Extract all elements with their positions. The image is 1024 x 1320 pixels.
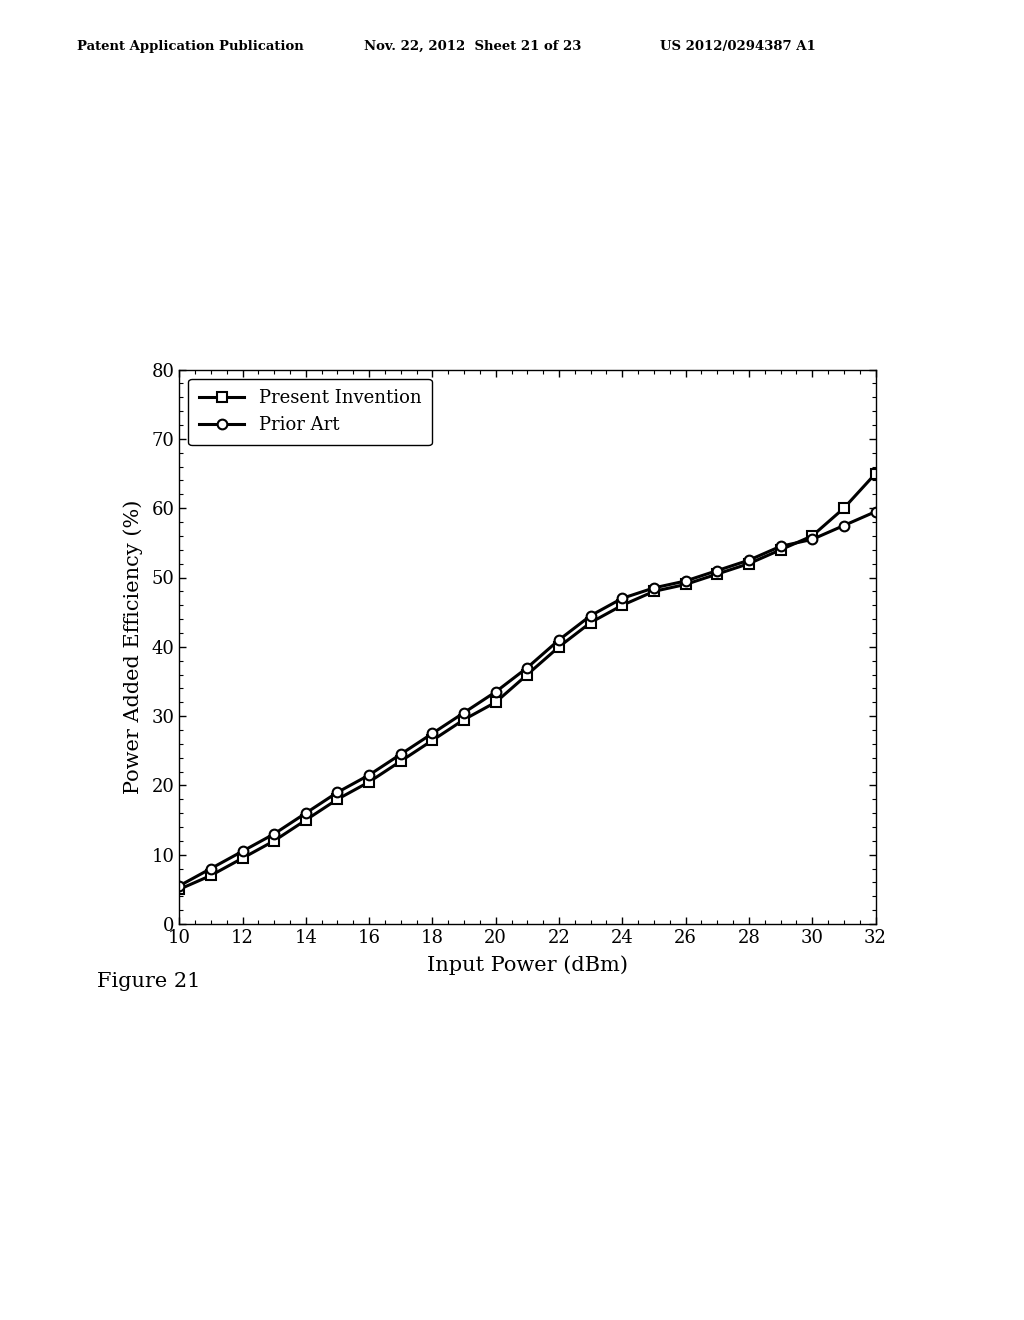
Prior Art bbox=[173, 878, 185, 894]
Prior Art bbox=[426, 726, 438, 742]
Prior Art bbox=[268, 826, 281, 842]
Present Invention bbox=[300, 812, 312, 828]
Prior Art bbox=[237, 843, 249, 859]
Prior Art bbox=[521, 660, 534, 676]
Prior Art bbox=[489, 684, 502, 700]
Prior Art bbox=[332, 784, 344, 800]
Prior Art bbox=[680, 573, 692, 589]
Prior Art bbox=[742, 552, 755, 568]
Present Invention bbox=[553, 639, 565, 655]
Prior Art bbox=[458, 705, 470, 721]
Present Invention bbox=[268, 833, 281, 849]
Present Invention bbox=[426, 733, 438, 748]
Prior Art bbox=[648, 579, 660, 595]
Prior Art bbox=[585, 607, 597, 623]
Present Invention bbox=[394, 754, 407, 770]
Text: Nov. 22, 2012  Sheet 21 of 23: Nov. 22, 2012 Sheet 21 of 23 bbox=[364, 40, 581, 53]
Present Invention bbox=[838, 500, 850, 516]
Prior Art bbox=[205, 861, 217, 876]
Text: Figure 21: Figure 21 bbox=[97, 973, 201, 991]
Prior Art bbox=[616, 590, 629, 606]
Present Invention bbox=[521, 667, 534, 682]
Present Invention bbox=[458, 711, 470, 727]
Prior Art bbox=[774, 539, 786, 554]
Present Invention bbox=[332, 791, 344, 807]
Present Invention bbox=[205, 867, 217, 883]
Prior Art bbox=[362, 767, 375, 783]
Present Invention bbox=[774, 541, 786, 557]
Present Invention bbox=[489, 694, 502, 710]
Present Invention bbox=[680, 577, 692, 593]
Present Invention bbox=[237, 850, 249, 866]
Present Invention bbox=[173, 882, 185, 898]
Present Invention bbox=[806, 528, 818, 544]
Y-axis label: Power Added Efficiency (%): Power Added Efficiency (%) bbox=[123, 499, 143, 795]
Prior Art bbox=[869, 504, 882, 520]
Text: Patent Application Publication: Patent Application Publication bbox=[77, 40, 303, 53]
Line: Present Invention: Present Invention bbox=[174, 469, 881, 894]
Prior Art bbox=[838, 517, 850, 533]
Line: Prior Art: Prior Art bbox=[174, 507, 881, 891]
Prior Art bbox=[806, 532, 818, 548]
Present Invention bbox=[362, 774, 375, 789]
Present Invention bbox=[616, 597, 629, 612]
Present Invention bbox=[648, 583, 660, 599]
Present Invention bbox=[585, 615, 597, 631]
Text: US 2012/0294387 A1: US 2012/0294387 A1 bbox=[660, 40, 816, 53]
Legend: Present Invention, Prior Art: Present Invention, Prior Art bbox=[188, 379, 432, 445]
Present Invention bbox=[742, 556, 755, 572]
Prior Art bbox=[711, 562, 723, 578]
Prior Art bbox=[553, 632, 565, 648]
Present Invention bbox=[869, 466, 882, 482]
X-axis label: Input Power (dBm): Input Power (dBm) bbox=[427, 956, 628, 975]
Prior Art bbox=[300, 805, 312, 821]
Prior Art bbox=[394, 746, 407, 762]
Present Invention bbox=[711, 566, 723, 582]
